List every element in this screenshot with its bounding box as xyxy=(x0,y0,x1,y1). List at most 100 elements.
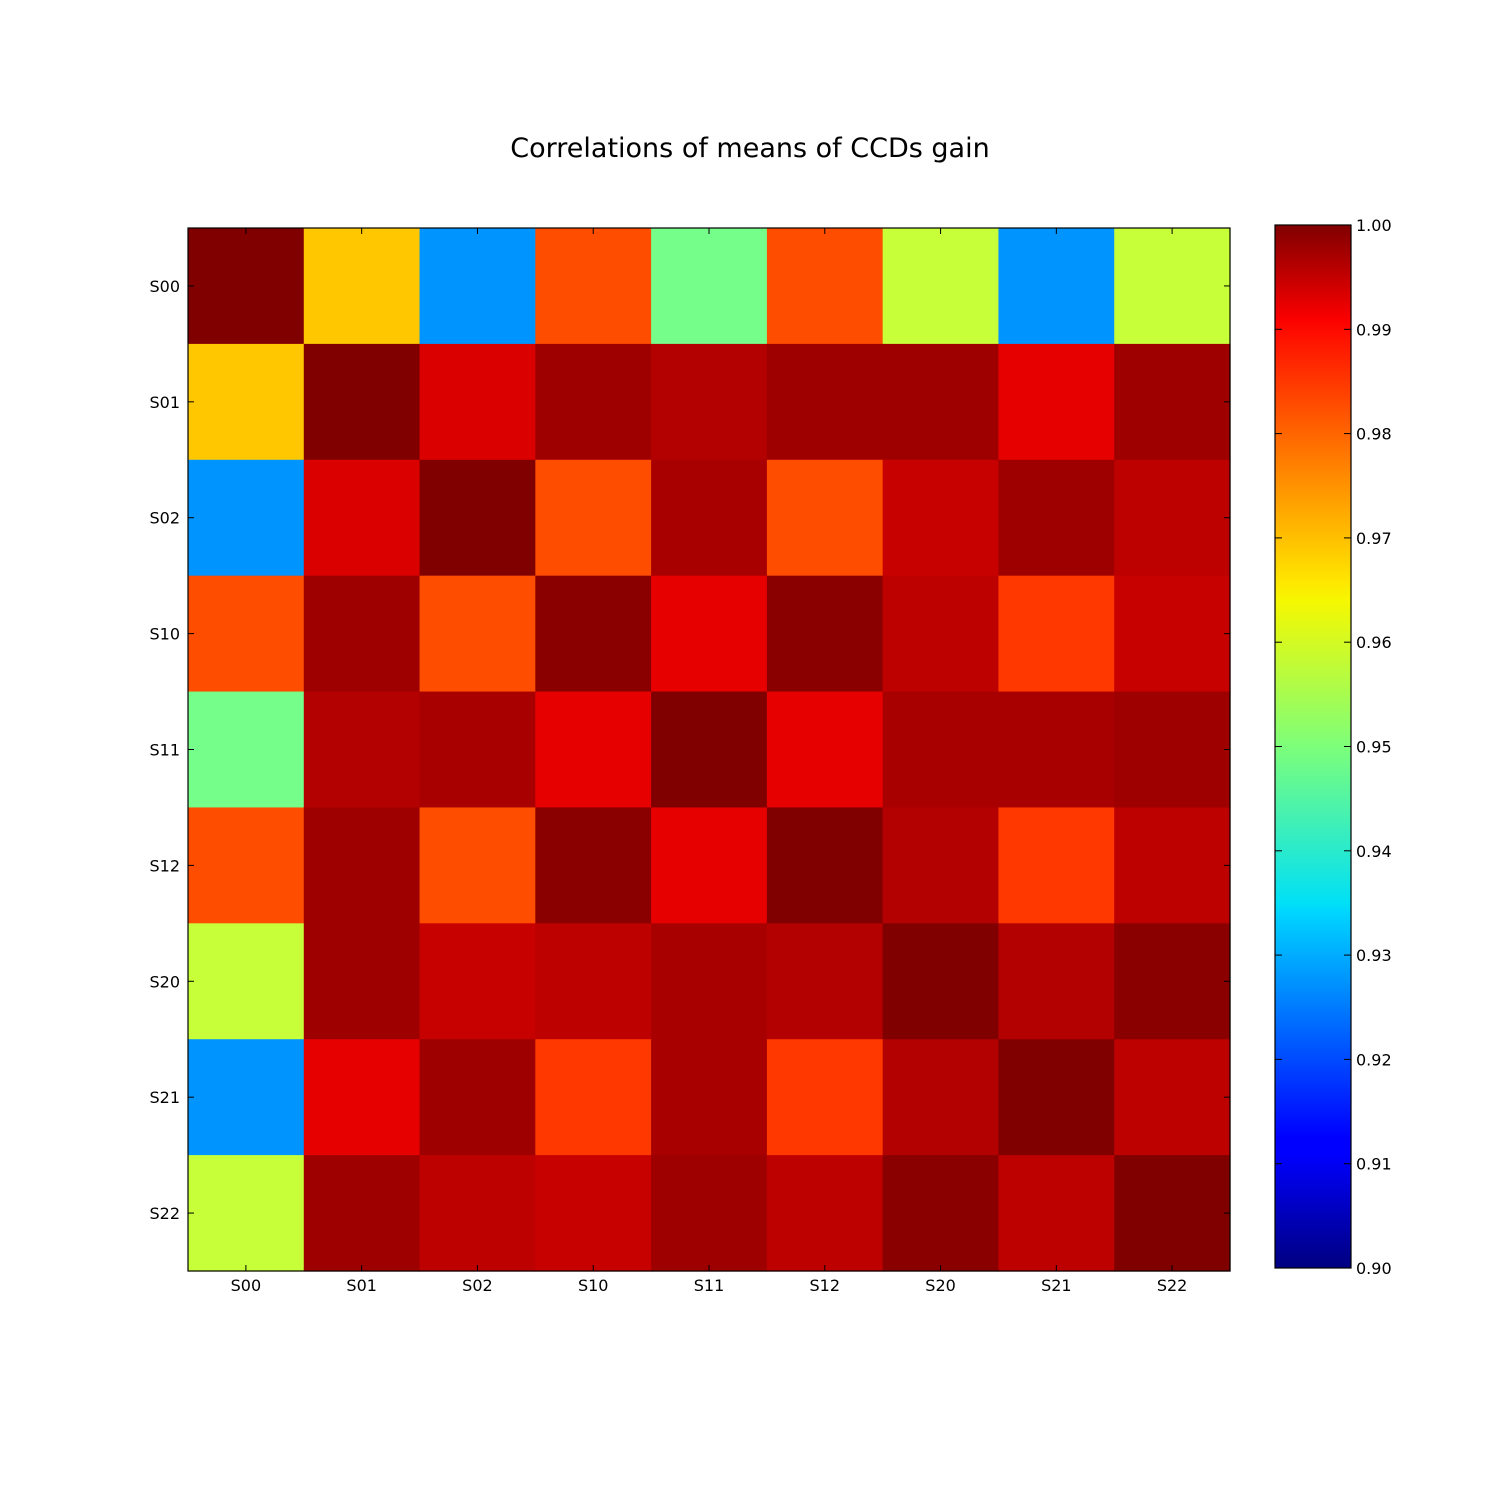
heatmap-cell-S10-S22 xyxy=(1114,575,1231,693)
y-tick-label-S12: S12 xyxy=(149,856,180,875)
heatmap-cell-S22-S12 xyxy=(766,1155,884,1272)
heatmap-cell-S21-S00 xyxy=(188,1039,305,1156)
heatmap-cell-S12-S02 xyxy=(419,807,536,924)
colorbar-tick-label-0.92: 0.92 xyxy=(1356,1050,1392,1069)
heatmap-cell-S22-S10 xyxy=(535,1155,652,1272)
colorbar xyxy=(1274,224,1352,1269)
x-tick-label-S00: S00 xyxy=(231,1276,262,1295)
heatmap-cell-S10-S00 xyxy=(188,575,305,693)
y-tick-label-S22: S22 xyxy=(149,1204,180,1223)
y-tick-label-S00: S00 xyxy=(149,277,180,296)
x-tick-labels: S00 S01 S02 S10 S11 S12 S20 S21 S22 xyxy=(231,1276,1188,1295)
heatmap-cell-S21-S20 xyxy=(882,1039,1000,1156)
heatmap-cell-S10-S01 xyxy=(303,575,421,693)
y-tick-label-S02: S02 xyxy=(149,509,180,528)
heatmap-cell-S10-S21 xyxy=(998,575,1115,693)
heatmap-cell-S11-S12 xyxy=(766,691,884,809)
heatmap-cell-S11-S10 xyxy=(535,691,652,809)
heatmap-cell-S01-S22 xyxy=(1114,343,1231,461)
heatmap-cell-S21-S01 xyxy=(303,1039,421,1156)
heatmap-cell-S22-S21 xyxy=(998,1155,1115,1272)
heatmap-cell-S12-S22 xyxy=(1114,807,1231,924)
heatmap-cell-S20-S01 xyxy=(303,923,421,1040)
colorbar-tick-label-1.00: 1.00 xyxy=(1356,216,1392,235)
heatmap-cell-S20-S00 xyxy=(188,923,305,1040)
heatmap-cell-S00-S22 xyxy=(1114,228,1231,345)
x-tick-label-S11: S11 xyxy=(694,1276,725,1295)
heatmap-cell-S22-S11 xyxy=(651,1155,768,1272)
heatmap-cell-S01-S00 xyxy=(188,343,305,461)
heatmap-cell-S02-S20 xyxy=(882,459,1000,577)
x-tick-label-S20: S20 xyxy=(925,1276,956,1295)
colorbar-tick-label-0.99: 0.99 xyxy=(1356,320,1392,339)
heatmap-cell-S11-S02 xyxy=(419,691,536,809)
colorbar-tick-label-0.97: 0.97 xyxy=(1356,529,1392,548)
heatmap-cell-S22-S20 xyxy=(882,1155,1000,1272)
colorbar-tick-label-0.95: 0.95 xyxy=(1356,738,1392,757)
heatmap-cell-S11-S11 xyxy=(651,691,768,809)
heatmap-cell-S21-S02 xyxy=(419,1039,536,1156)
colorbar-tick-label-0.90: 0.90 xyxy=(1356,1259,1392,1278)
heatmap-cell-S01-S11 xyxy=(651,343,768,461)
heatmap-cell-S10-S10 xyxy=(535,575,652,693)
heatmap-cell-S12-S21 xyxy=(998,807,1115,924)
heatmap-cell-S01-S01 xyxy=(303,343,421,461)
y-tick-label-S01: S01 xyxy=(149,393,180,412)
heatmap-cell-S01-S02 xyxy=(419,343,536,461)
heatmap-cell-S12-S01 xyxy=(303,807,421,924)
heatmap-cell-S22-S01 xyxy=(303,1155,421,1272)
heatmap-cell-S20-S12 xyxy=(766,923,884,1040)
y-tick-label-S21: S21 xyxy=(149,1088,180,1107)
heatmap-cell-S00-S20 xyxy=(882,228,1000,345)
x-tick-label-S02: S02 xyxy=(462,1276,493,1295)
y-tick-label-S20: S20 xyxy=(149,972,180,991)
heatmap-cell-S21-S22 xyxy=(1114,1039,1231,1156)
heatmap-cell-S10-S12 xyxy=(766,575,884,693)
heatmap-cell-S12-S11 xyxy=(651,807,768,924)
heatmap-cell-S02-S22 xyxy=(1114,459,1231,577)
x-tick-label-S21: S21 xyxy=(1041,1276,1072,1295)
heatmap-cell-S21-S12 xyxy=(766,1039,884,1156)
heatmap-cell-S01-S20 xyxy=(882,343,1000,461)
heatmap-cell-S11-S20 xyxy=(882,691,1000,809)
heatmap-cell-S21-S10 xyxy=(535,1039,652,1156)
colorbar-ticks: 0.90 0.91 0.92 0.93 0.94 0.95 0.96 0.97 0.98 0.99… xyxy=(1275,216,1392,1278)
heatmap-cell-S21-S11 xyxy=(651,1039,768,1156)
colorbar-tick-label-0.96: 0.96 xyxy=(1356,633,1392,652)
heatmap-cell-S00-S00 xyxy=(188,228,305,345)
colorbar-tick-label-0.94: 0.94 xyxy=(1356,842,1392,861)
heatmap-cell-S12-S10 xyxy=(535,807,652,924)
heatmap-cell-S00-S02 xyxy=(419,228,536,345)
axis-ticks xyxy=(188,228,1230,1271)
heatmap-cell-S02-S11 xyxy=(651,459,768,577)
heatmap-cell-S12-S20 xyxy=(882,807,1000,924)
heatmap-cells xyxy=(188,228,1231,1272)
x-tick-label-S12: S12 xyxy=(810,1276,841,1295)
x-tick-label-S22: S22 xyxy=(1157,1276,1188,1295)
heatmap-cell-S22-S00 xyxy=(188,1155,305,1272)
heatmap-cell-S00-S12 xyxy=(766,228,884,345)
heatmap-cell-S02-S02 xyxy=(419,459,536,577)
heatmap-cell-S12-S12 xyxy=(766,807,884,924)
x-tick-label-S10: S10 xyxy=(578,1276,609,1295)
heatmap-cell-S12-S00 xyxy=(188,807,305,924)
x-tick-label-S01: S01 xyxy=(346,1276,377,1295)
heatmap-cell-S02-S12 xyxy=(766,459,884,577)
heatmap-cell-S20-S10 xyxy=(535,923,652,1040)
heatmap-cell-S01-S21 xyxy=(998,343,1115,461)
heatmap-cell-S02-S21 xyxy=(998,459,1115,577)
heatmap-cell-S00-S11 xyxy=(651,228,768,345)
heatmap-cell-S01-S10 xyxy=(535,343,652,461)
heatmap-cell-S11-S00 xyxy=(188,691,305,809)
heatmap-cell-S20-S21 xyxy=(998,923,1115,1040)
heatmap-cell-S02-S01 xyxy=(303,459,421,577)
heatmap-cell-S20-S02 xyxy=(419,923,536,1040)
heatmap-cell-S21-S21 xyxy=(998,1039,1115,1156)
heatmap-cell-S11-S01 xyxy=(303,691,421,809)
heatmap-cell-S20-S11 xyxy=(651,923,768,1040)
chart-title: Correlations of means of CCDs gain xyxy=(510,133,989,164)
heatmap-cell-S11-S22 xyxy=(1114,691,1231,809)
y-tick-label-S11: S11 xyxy=(149,741,180,760)
heatmap-cell-S22-S02 xyxy=(419,1155,536,1272)
